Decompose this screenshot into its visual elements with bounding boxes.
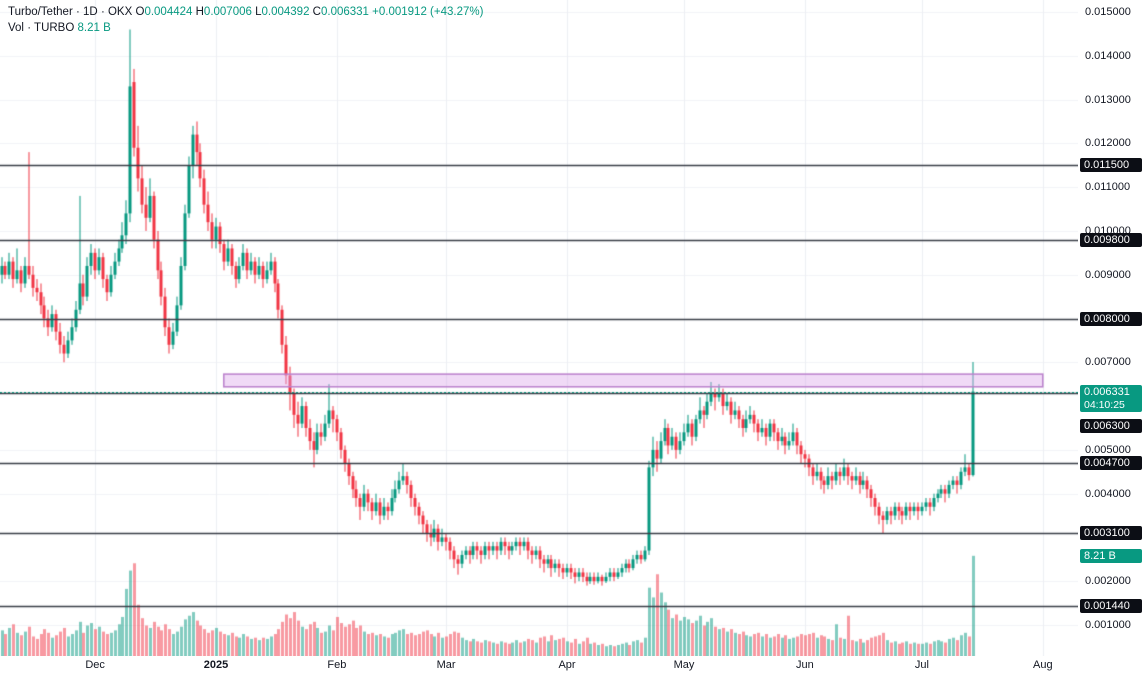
price-axis-label: 0.013000 [1085, 93, 1131, 106]
price-chart-canvas[interactable] [0, 0, 1078, 658]
bar-close-countdown: 04:10:25 [1084, 398, 1125, 411]
price-axis-label: 0.005000 [1085, 443, 1131, 456]
time-axis-label: Aug [1033, 659, 1053, 671]
legend-separator: · [27, 22, 32, 34]
legend-separator: · [100, 6, 105, 18]
price-axis-label: 0.012000 [1085, 137, 1131, 150]
time-axis-label: Jun [796, 659, 814, 671]
time-axis-label: Mar [436, 659, 456, 671]
change-value: +0.001912 (+43.27%) [372, 6, 484, 18]
price-line-badge: 0.009800 [1080, 232, 1142, 247]
time-axis-label: Jul [914, 659, 929, 671]
last-price-badge: 0.006331 04:10:25 [1080, 384, 1142, 412]
close-value: 0.006331 [320, 6, 369, 18]
timeframe-label[interactable]: 1D [83, 6, 98, 18]
price-axis[interactable]: 0.015000 0.014000 0.013000 0.012000 0.011000… [1078, 0, 1148, 658]
close-label: C [312, 6, 321, 18]
last-price-value: 0.006331 [1084, 385, 1130, 398]
time-axis-label: Apr [558, 659, 576, 671]
legend-separator: · [75, 6, 80, 18]
legend-row-volume: Vol · TURBO 8.21 B [8, 20, 483, 36]
price-axis-label: 0.007000 [1085, 356, 1131, 369]
price-line-badge: 0.004700 [1080, 455, 1142, 470]
price-line-badge: 0.008000 [1080, 311, 1142, 326]
volume-value: 8.21 B [77, 22, 111, 34]
price-axis-label: 0.001000 [1085, 619, 1131, 631]
exchange-label[interactable]: OKX [107, 6, 133, 18]
volume-symbol: TURBO [34, 22, 75, 34]
volume-label[interactable]: Vol [8, 22, 24, 34]
low-label: L [255, 6, 262, 18]
low-value: 0.004392 [261, 6, 310, 18]
chart-legend[interactable]: Turbo/Tether · 1D · OKX O0.004424 H0.007… [8, 4, 483, 36]
high-value: 0.007006 [203, 6, 252, 18]
price-axis-label: 0.014000 [1085, 49, 1131, 62]
high-label: H [195, 6, 204, 18]
legend-row-symbol: Turbo/Tether · 1D · OKX O0.004424 H0.007… [8, 4, 483, 20]
price-axis-label: 0.002000 [1085, 575, 1131, 588]
time-axis-label: 2025 [203, 659, 229, 671]
open-label: O [135, 6, 145, 18]
time-axis-label: Feb [327, 659, 347, 671]
price-axis-label: 0.015000 [1085, 6, 1131, 18]
time-axis-label: May [673, 659, 695, 671]
price-axis-label: 0.009000 [1085, 268, 1131, 281]
open-value: 0.004424 [144, 6, 193, 18]
price-line-badge: 0.003100 [1080, 526, 1142, 541]
volume-badge: 8.21 B [1080, 549, 1142, 563]
time-axis[interactable]: Dec 2025 Feb Mar Apr May Jun Jul Aug [0, 656, 1078, 675]
price-line-badge: 0.006300 [1080, 418, 1142, 433]
price-axis-label: 0.011000 [1085, 181, 1131, 194]
price-axis-label: 0.004000 [1085, 487, 1131, 500]
time-axis-label: Dec [85, 659, 105, 671]
price-line-badge: 0.001440 [1080, 598, 1142, 613]
symbol-name[interactable]: Turbo/Tether [8, 6, 73, 18]
price-line-badge: 0.011500 [1080, 158, 1142, 173]
